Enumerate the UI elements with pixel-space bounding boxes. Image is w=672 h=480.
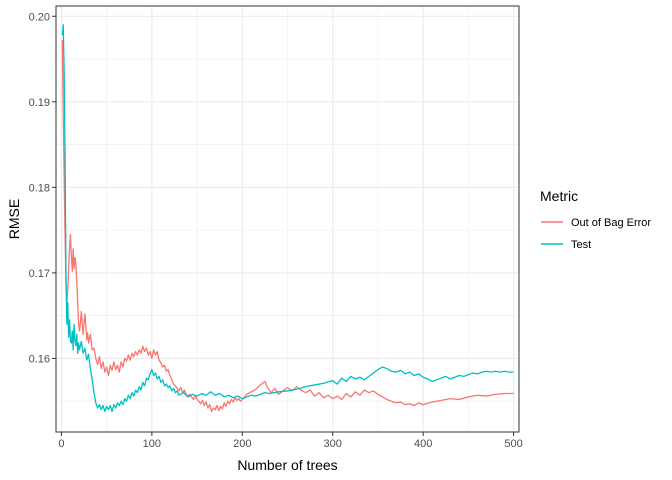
major-gridlines xyxy=(56,6,519,432)
x-axis: 0 100 200 300 400 500 xyxy=(58,432,523,450)
y-tick-label: 0.17 xyxy=(29,268,50,280)
x-tick-label: 200 xyxy=(233,438,251,450)
series-line-test xyxy=(61,24,514,413)
y-tick-label: 0.19 xyxy=(29,97,50,109)
x-tick-label: 0 xyxy=(58,438,64,450)
y-tick-label: 0.20 xyxy=(29,11,50,23)
legend-label-test: Test xyxy=(571,239,591,251)
series-layer xyxy=(61,24,514,413)
x-tick-label: 500 xyxy=(504,438,522,450)
x-tick-label: 100 xyxy=(143,438,161,450)
plot-border xyxy=(55,5,520,433)
x-tick-label: 300 xyxy=(324,438,342,450)
legend: Metric Out of Bag Error Test xyxy=(540,188,651,251)
minor-gridlines xyxy=(56,6,519,432)
series-line-out-of-bag-error xyxy=(61,40,514,413)
x-tick-label: 400 xyxy=(414,438,432,450)
y-axis: 0.16 0.17 0.18 0.19 0.20 xyxy=(29,11,56,365)
y-tick-label: 0.16 xyxy=(29,353,50,365)
legend-label-out-of-bag-error: Out of Bag Error xyxy=(571,217,651,229)
y-axis-title: RMSE xyxy=(6,199,22,239)
x-axis-title: Number of trees xyxy=(237,457,337,473)
y-tick-label: 0.18 xyxy=(29,182,50,194)
legend-title: Metric xyxy=(540,188,578,204)
